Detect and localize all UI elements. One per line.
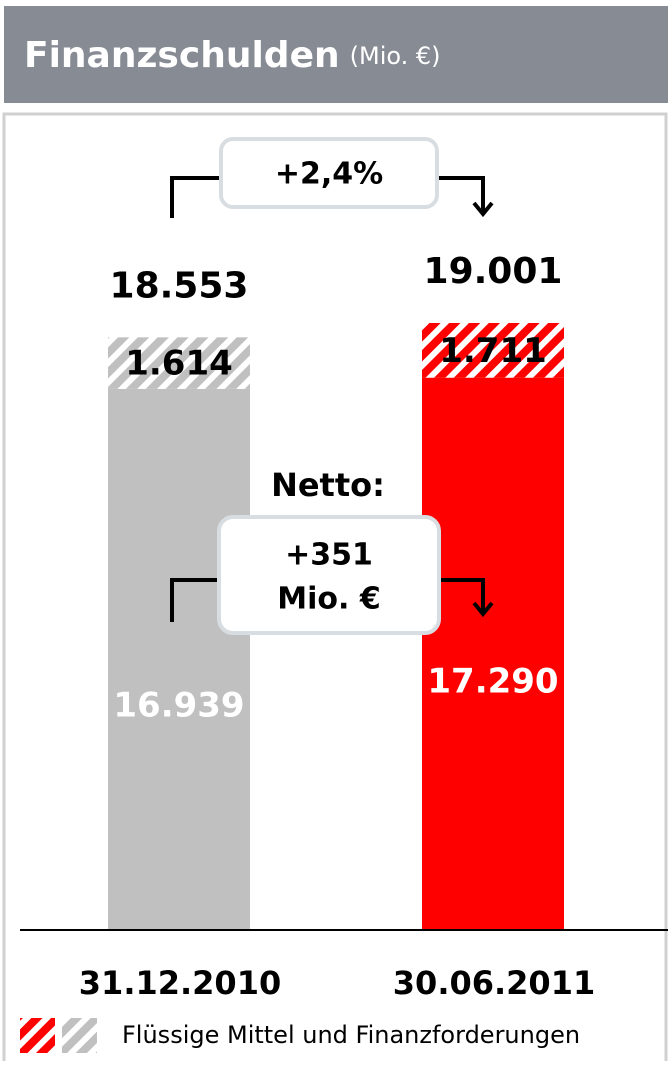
net-arrow <box>170 578 494 622</box>
category-label: 31.12.2010 <box>79 964 281 1002</box>
title: Finanzschulden <box>24 35 340 76</box>
data-label: 1.711 <box>439 331 547 371</box>
total-label: 19.001 <box>424 251 563 292</box>
hatched-segment <box>108 337 250 389</box>
frame <box>2 112 668 1061</box>
subtitle: (Mio. €) <box>350 42 441 70</box>
category-label: 30.06.2011 <box>393 964 595 1002</box>
legend-label: Flüssige Mittel und Finanzforderungen <box>122 1021 580 1049</box>
net-value: +351 <box>285 538 373 573</box>
net-unit: Mio. € <box>277 582 380 617</box>
bar-segment <box>422 377 564 930</box>
data-label: 17.290 <box>427 662 558 702</box>
data-label: 1.614 <box>125 344 233 384</box>
chart-title: Finanzschulden (Mio. €) <box>24 35 441 76</box>
legend-swatch <box>20 1018 55 1053</box>
net-box <box>217 515 441 635</box>
change-label: +2,4% <box>275 157 383 192</box>
change-box <box>219 137 439 209</box>
bar-segment <box>108 388 250 930</box>
hatched-segment <box>422 323 564 378</box>
change-arrow <box>170 176 494 218</box>
data-label: 16.939 <box>113 686 244 726</box>
total-label: 18.553 <box>110 265 249 306</box>
header-band <box>4 6 668 103</box>
legend-swatch <box>62 1018 97 1053</box>
net-title: Netto: <box>271 466 385 504</box>
